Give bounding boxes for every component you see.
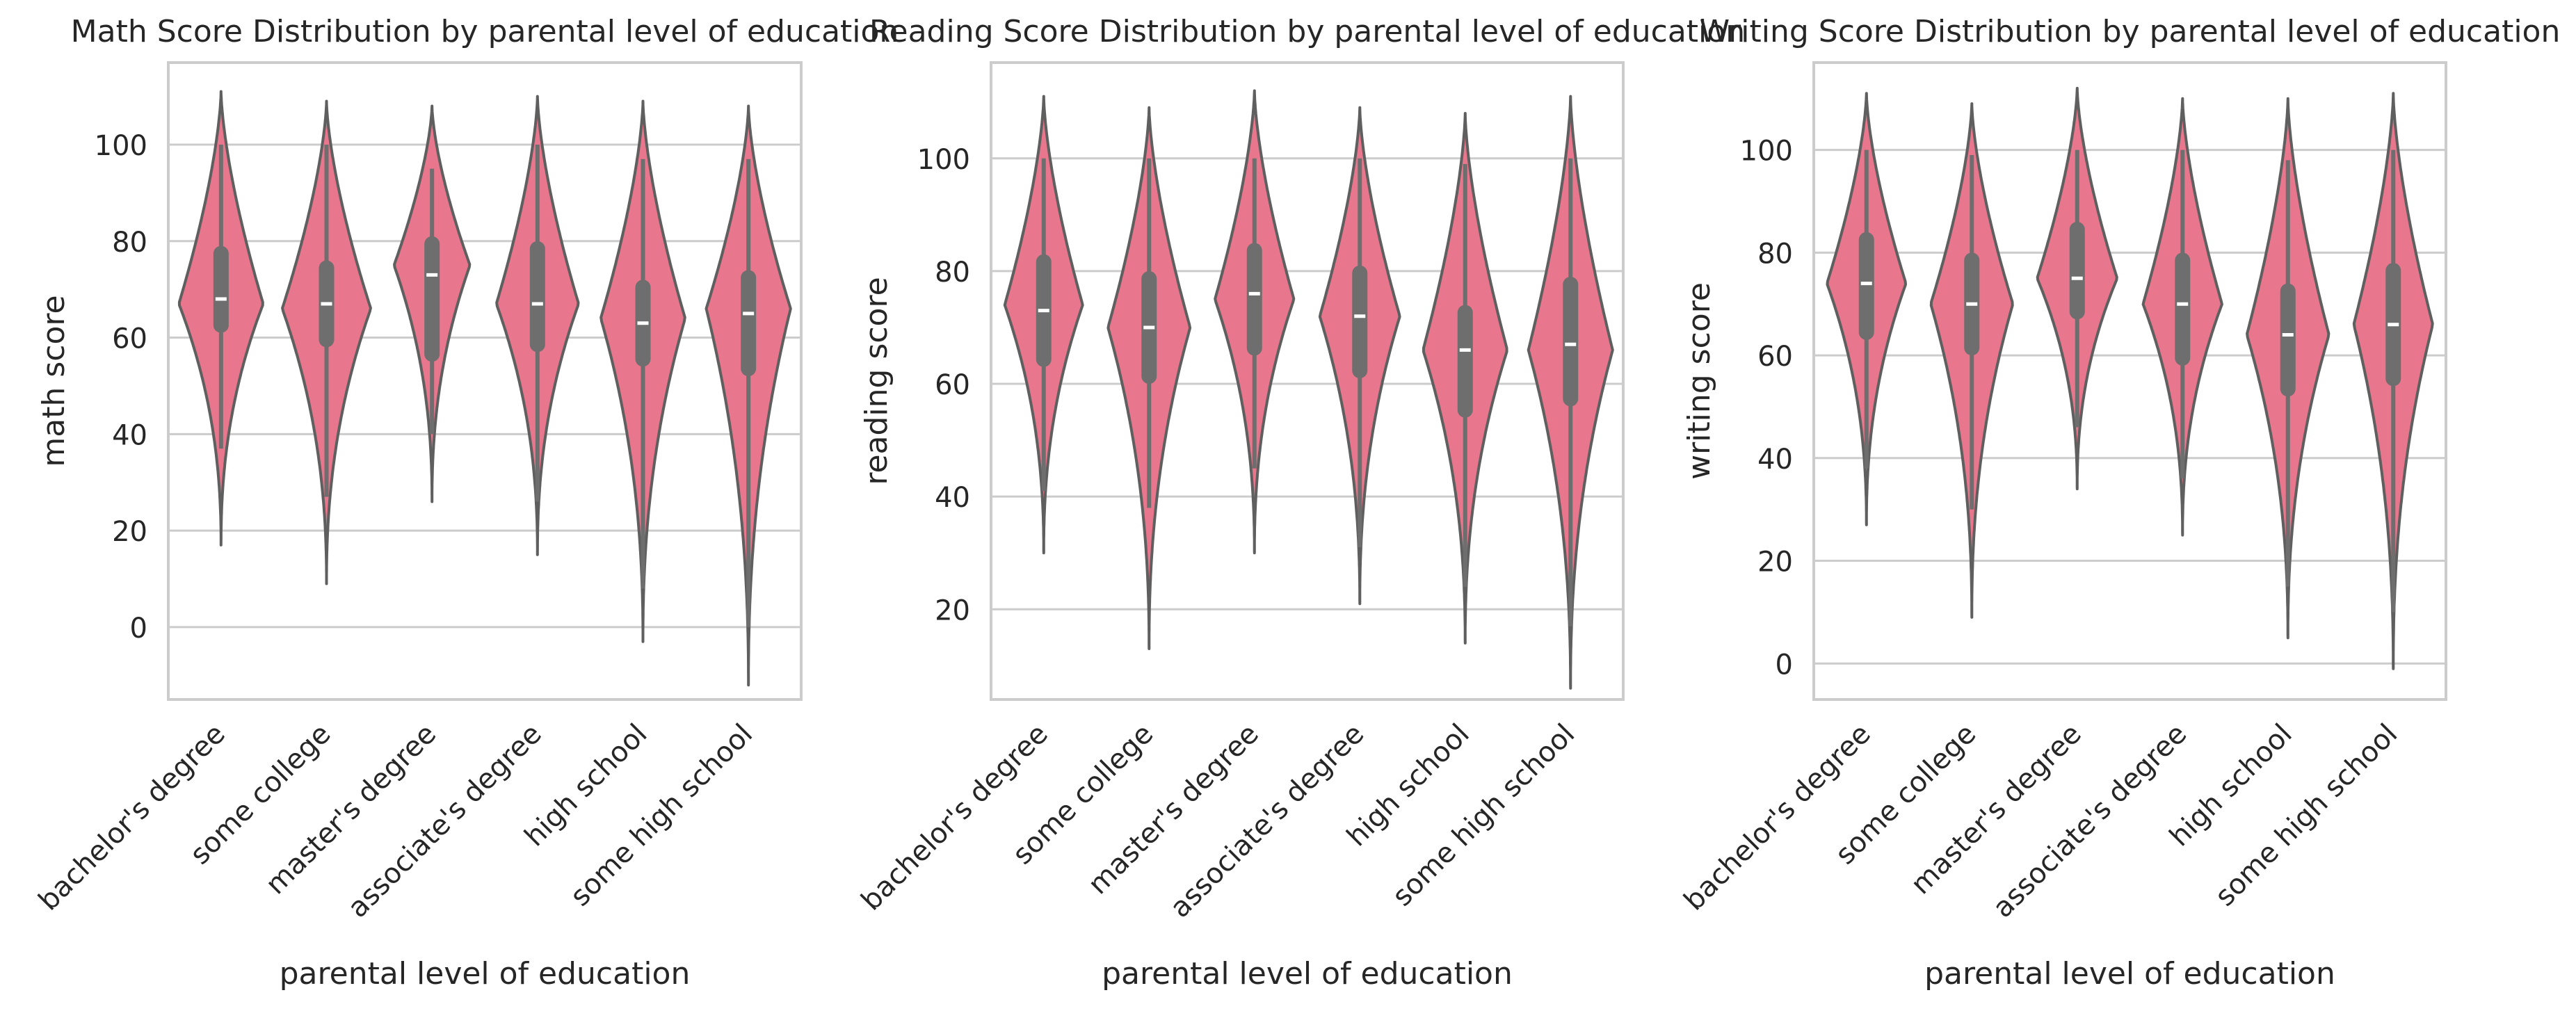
y-tick-label: 40 <box>1757 444 1793 476</box>
y-tick-label: 20 <box>935 595 970 626</box>
x-tick-label: bachelor's degree <box>1678 718 1877 917</box>
y-tick-label: 100 <box>917 144 970 176</box>
y-tick-label: 60 <box>112 323 147 355</box>
x-axis-label: parental level of education <box>1924 956 2335 992</box>
violin-iqr-box <box>1858 232 1874 340</box>
axes-frame <box>990 61 1625 701</box>
chart-title: Math Score Distribution by parental leve… <box>71 14 899 49</box>
x-tick-label: associate's degree <box>1164 718 1370 924</box>
x-tick-label: associate's degree <box>341 718 547 924</box>
x-axis-label: parental level of education <box>1102 956 1513 992</box>
y-axis-label: math score <box>36 295 72 467</box>
violin-iqr-box <box>2069 222 2085 320</box>
x-tick-label: some high school <box>564 718 759 913</box>
violin-iqr-box <box>1352 265 1368 378</box>
x-axis-label: parental level of education <box>280 956 691 992</box>
violin-iqr-box <box>2280 283 2296 397</box>
violin-iqr-box <box>1563 277 1579 407</box>
x-tick-label: bachelor's degree <box>855 718 1054 917</box>
y-tick-label: 40 <box>935 482 970 514</box>
x-tick-label: bachelor's degree <box>33 718 232 917</box>
violin-iqr-box <box>741 270 757 377</box>
y-tick-label: 60 <box>1757 341 1793 373</box>
y-tick-label: 40 <box>112 419 147 451</box>
y-axis-label: reading score <box>859 277 894 485</box>
violin-iqr-box <box>424 236 440 362</box>
y-tick-label: 20 <box>112 516 147 548</box>
axes-frame <box>1812 61 2447 701</box>
y-tick-label: 80 <box>935 257 970 289</box>
y-tick-label: 60 <box>935 369 970 401</box>
violin-iqr-box <box>1246 243 1262 356</box>
chart-title: Reading Score Distribution by parental l… <box>869 14 1745 49</box>
violin-iqr-box <box>529 241 545 353</box>
chart-title: Writing Score Distribution by parental l… <box>1700 14 2561 49</box>
y-tick-label: 100 <box>1740 136 1793 168</box>
y-tick-label: 20 <box>1757 547 1793 579</box>
violin-iqr-box <box>2175 252 2191 366</box>
y-tick-label: 0 <box>1776 649 1793 681</box>
x-tick-label: some high school <box>1386 718 1581 913</box>
y-tick-label: 100 <box>95 130 147 162</box>
y-tick-label: 80 <box>1757 238 1793 270</box>
x-tick-label: associate's degree <box>1987 718 2193 924</box>
axes-frame <box>167 61 803 701</box>
y-axis-label: writing score <box>1682 282 1717 480</box>
x-tick-label: some high school <box>2209 718 2404 913</box>
violin-iqr-box <box>1457 305 1473 418</box>
y-tick-label: 0 <box>130 613 147 645</box>
y-tick-label: 80 <box>112 227 147 259</box>
violin-iqr-box <box>213 245 229 333</box>
